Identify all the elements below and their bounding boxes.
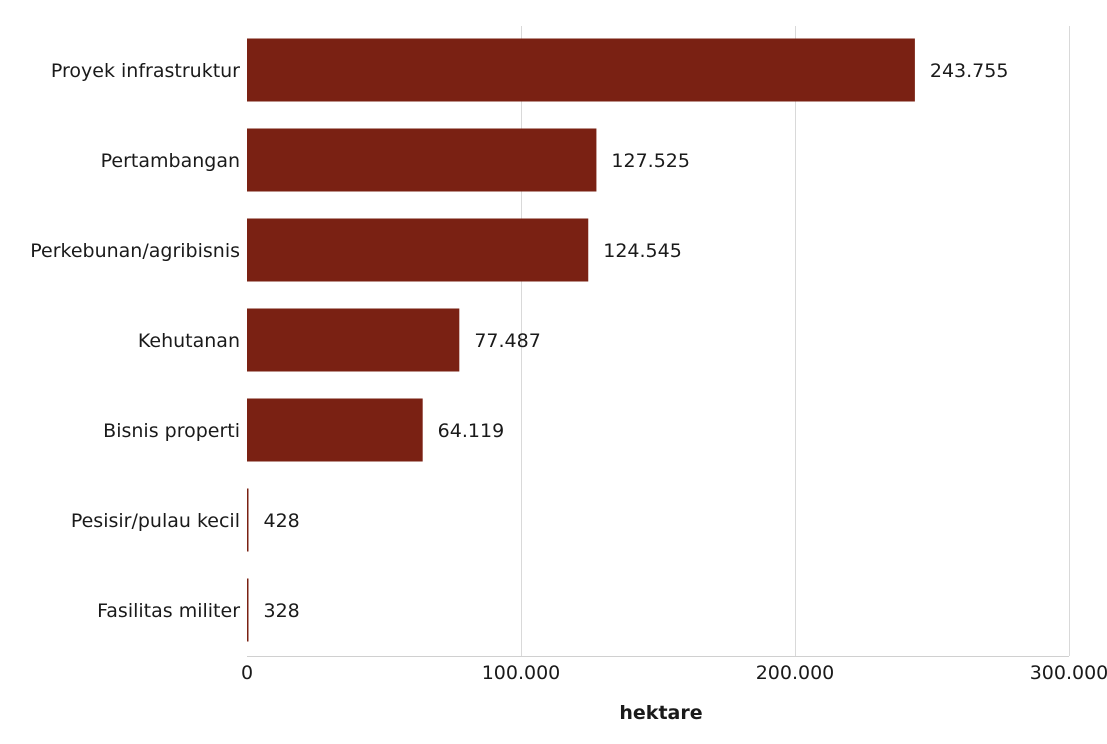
x-tick-label: 300.000 xyxy=(1030,662,1107,684)
x-tick-label: 200.000 xyxy=(756,662,835,684)
category-label: Pesisir/pulau kecil xyxy=(71,510,240,532)
gridlines xyxy=(247,26,1070,657)
category-label: Proyek infrastruktur xyxy=(51,60,240,82)
x-tick-label: 0 xyxy=(241,662,253,684)
category-label: Pertambangan xyxy=(101,150,240,172)
value-label: 428 xyxy=(264,510,300,532)
x-tick-labels: 0 100.000 200.000 300.000 xyxy=(241,662,1107,684)
value-labels: 243.755 127.525 124.545 77.487 64.119 428 328 xyxy=(264,60,1009,622)
bar xyxy=(247,488,249,552)
value-label: 243.755 xyxy=(930,60,1009,82)
value-label: 127.525 xyxy=(611,150,690,172)
bar xyxy=(247,38,915,102)
bar xyxy=(247,218,589,282)
bars xyxy=(247,38,915,642)
x-tick-label: 100.000 xyxy=(482,662,561,684)
x-axis-title: hektare xyxy=(619,702,702,724)
bar xyxy=(247,398,423,462)
category-label: Bisnis properti xyxy=(103,420,240,442)
category-label: Perkebunan/agribisnis xyxy=(30,240,240,262)
value-label: 328 xyxy=(264,600,300,622)
bar xyxy=(247,128,597,192)
bar xyxy=(247,578,249,642)
value-label: 77.487 xyxy=(474,330,540,352)
value-label: 64.119 xyxy=(438,420,504,442)
category-label: Kehutanan xyxy=(138,330,240,352)
category-labels: Proyek infrastruktur Pertambangan Perkebun… xyxy=(30,60,240,622)
category-label: Fasilitas militer xyxy=(97,600,240,622)
value-label: 124.545 xyxy=(603,240,682,262)
bar xyxy=(247,308,460,372)
